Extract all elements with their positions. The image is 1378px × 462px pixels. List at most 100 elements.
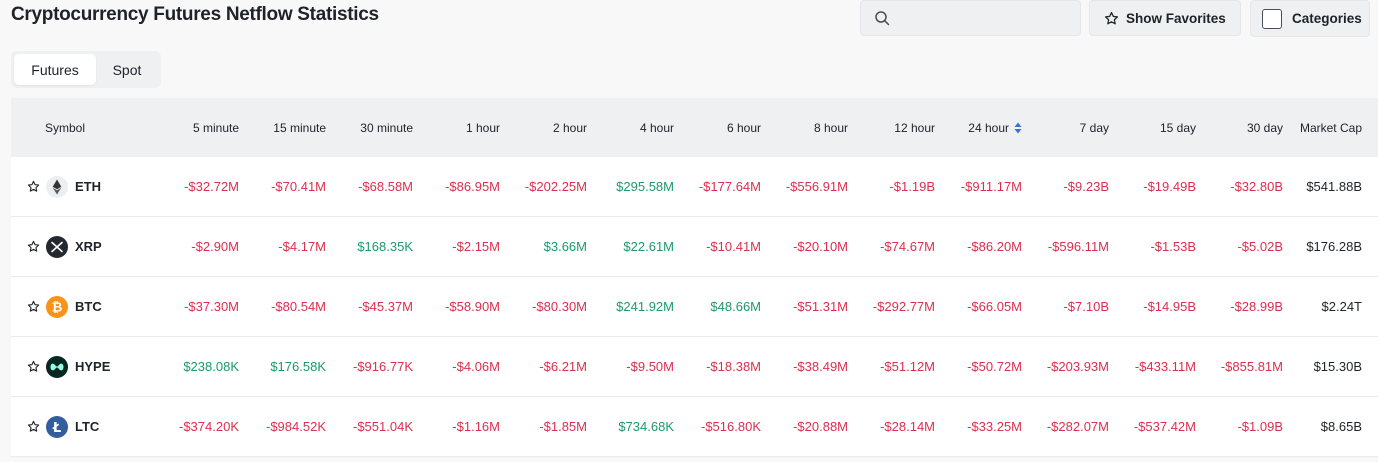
netflow-7d-cell: -$596.11M (1047, 239, 1109, 254)
netflow-4h-cell: -$9.50M (626, 359, 674, 374)
market-cap-cell: $541.88B (1306, 179, 1362, 194)
table-body: ETH -$32.72M -$70.41M -$68.58M -$86.95M -$202… (11, 157, 1378, 457)
tab-spot[interactable]: Spot (112, 61, 142, 78)
netflow-30d-cell: -$32.80B (1230, 179, 1283, 194)
page-title: Cryptocurrency Futures Netflow Statistic… (11, 4, 379, 25)
column-header-symbol[interactable]: Symbol (45, 120, 86, 135)
netflow-12h-cell: -$51.12M (880, 359, 935, 374)
column-header-24h[interactable]: 24 hour (935, 121, 1022, 135)
netflow-30d-cell: -$5.02B (1237, 239, 1283, 254)
table-row[interactable]: XRP -$2.90M -$4.17M $168.35K -$2.15M $3.66M $2… (11, 217, 1378, 277)
netflow-2h-cell: -$6.21M (539, 359, 587, 374)
btc-coin-icon: ₿ (46, 295, 68, 318)
netflow-8h-cell: -$38.49M (793, 359, 848, 374)
symbol-label: BTC (75, 299, 102, 314)
netflow-15m-cell: -$80.54M (271, 299, 326, 314)
netflow-24h-cell: -$66.05M (967, 299, 1022, 314)
column-header-30d[interactable]: 30 day (1246, 120, 1283, 135)
column-header-24h-label: 24 hour (968, 120, 1009, 135)
netflow-15d-cell: -$537.42M (1133, 419, 1196, 434)
netflow-4h-cell: $241.92M (616, 299, 674, 314)
netflow-15d-cell: -$1.53B (1150, 239, 1196, 254)
column-header-15m[interactable]: 15 minute (273, 120, 326, 135)
netflow-24h-cell: -$86.20M (967, 239, 1022, 254)
favorite-star-icon[interactable] (27, 180, 40, 193)
netflow-8h-cell: -$20.88M (793, 419, 848, 434)
netflow-24h-cell: -$33.25M (967, 419, 1022, 434)
column-header-4h[interactable]: 4 hour (639, 120, 674, 135)
netflow-4h-cell: $734.68K (618, 419, 674, 434)
column-header-2h[interactable]: 2 hour (552, 120, 587, 135)
table-row[interactable]: HYPE $238.08K $176.58K -$916.77K -$4.06M -$6.… (11, 337, 1378, 397)
symbol-cell: ETH (11, 175, 152, 198)
netflow-7d-cell: -$203.93M (1046, 359, 1109, 374)
netflow-15m-cell: -$984.52K (266, 419, 326, 434)
categories-button[interactable]: Categories (1250, 0, 1370, 37)
column-header-5m[interactable]: 5 minute (192, 120, 239, 135)
categories-checkbox[interactable] (1262, 8, 1282, 29)
netflow-30d-cell: -$855.81M (1220, 359, 1283, 374)
svg-text:₿: ₿ (52, 300, 63, 315)
tab-futures[interactable]: Futures (14, 54, 96, 85)
symbol-label: ETH (75, 179, 101, 194)
column-header-8h[interactable]: 8 hour (813, 120, 848, 135)
table-row[interactable]: ETH -$32.72M -$70.41M -$68.58M -$86.95M -$202… (11, 157, 1378, 217)
table-header: Symbol 5 minute 15 minute 30 minute 1 ho… (11, 98, 1378, 157)
netflow-8h-cell: -$20.10M (793, 239, 848, 254)
netflow-12h-cell: -$292.77M (872, 299, 935, 314)
symbol-label: LTC (75, 419, 100, 434)
symbol-cell: ₿ BTC (11, 295, 152, 318)
show-favorites-button[interactable]: Show Favorites (1089, 0, 1241, 36)
column-header-6h[interactable]: 6 hour (726, 120, 761, 135)
netflow-6h-cell: $48.66M (710, 299, 761, 314)
netflow-12h-cell: -$74.67M (880, 239, 935, 254)
search-input[interactable] (860, 0, 1081, 36)
netflow-15m-cell: -$70.41M (271, 179, 326, 194)
column-header-market-cap[interactable]: Market Cap (1299, 120, 1362, 135)
netflow-30m-cell: -$916.77K (353, 359, 413, 374)
netflow-table: Symbol 5 minute 15 minute 30 minute 1 ho… (11, 98, 1378, 457)
categories-label: Categories (1292, 11, 1362, 26)
column-header-1h[interactable]: 1 hour (465, 120, 500, 135)
netflow-12h-cell: -$28.14M (880, 419, 935, 434)
table-row[interactable]: Ł LTC -$374.20K -$984.52K -$551.04K -$1.16M -$… (11, 397, 1378, 457)
sort-icon (1014, 122, 1022, 134)
netflow-1h-cell: -$1.16M (452, 419, 500, 434)
favorite-star-icon[interactable] (27, 420, 40, 433)
column-header-7d[interactable]: 7 day (1079, 120, 1109, 135)
netflow-6h-cell: -$177.64M (698, 179, 761, 194)
netflow-30m-cell: -$551.04K (353, 419, 413, 434)
netflow-6h-cell: -$18.38M (706, 359, 761, 374)
favorite-star-icon[interactable] (27, 360, 40, 373)
favorite-star-icon[interactable] (27, 300, 40, 313)
table-row[interactable]: ₿ BTC -$37.30M -$80.54M -$45.37M -$58.90M -$80… (11, 277, 1378, 337)
netflow-15d-cell: -$433.11M (1134, 359, 1196, 374)
netflow-2h-cell: -$80.30M (532, 299, 587, 314)
xrp-coin-icon (46, 235, 68, 258)
netflow-4h-cell: $295.58M (616, 179, 674, 194)
netflow-7d-cell: -$7.10B (1063, 299, 1109, 314)
netflow-5m-cell: $238.08K (183, 359, 239, 374)
svg-text:Ł: Ł (52, 421, 61, 436)
netflow-5m-cell: -$374.20K (179, 419, 239, 434)
favorite-star-icon[interactable] (27, 240, 40, 253)
netflow-8h-cell: -$51.31M (793, 299, 848, 314)
netflow-15d-cell: -$19.49B (1143, 179, 1196, 194)
column-header-30m[interactable]: 30 minute (360, 120, 413, 135)
column-header-12h[interactable]: 12 hour (894, 120, 935, 135)
netflow-30d-cell: -$28.99B (1230, 299, 1283, 314)
netflow-4h-cell: $22.61M (623, 239, 674, 254)
column-header-15d[interactable]: 15 day (1159, 120, 1196, 135)
search-icon (875, 11, 890, 26)
symbol-cell: XRP (11, 235, 152, 258)
netflow-6h-cell: -$516.80K (701, 419, 761, 434)
netflow-30m-cell: $168.35K (357, 239, 413, 254)
netflow-5m-cell: -$32.72M (184, 179, 239, 194)
netflow-12h-cell: -$1.19B (889, 179, 935, 194)
netflow-1h-cell: -$2.15M (452, 239, 500, 254)
market-cap-cell: $2.24T (1321, 299, 1362, 314)
ltc-coin-icon: Ł (46, 415, 68, 438)
star-icon (1104, 11, 1119, 24)
netflow-24h-cell: -$911.17M (960, 179, 1022, 194)
netflow-15m-cell: $176.58K (270, 359, 326, 374)
